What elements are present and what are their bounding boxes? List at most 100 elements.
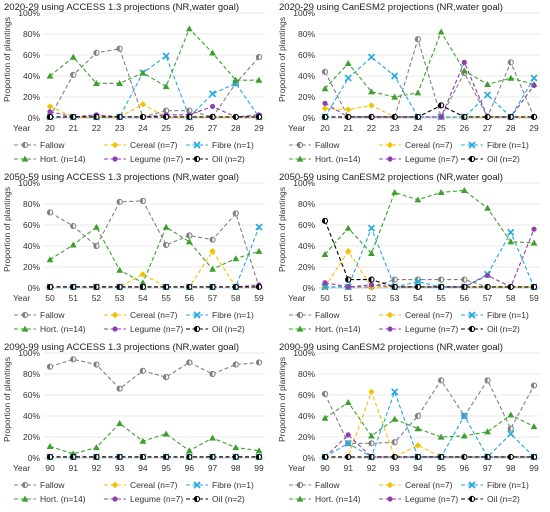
y-tick-label: 100%: [18, 178, 40, 188]
data-point: [414, 425, 422, 432]
series-hort: [321, 186, 538, 257]
legend-item: Hort. (n=14): [14, 494, 86, 504]
data-point: [70, 113, 77, 121]
x-axis-label: Year: [13, 463, 30, 473]
series-line: [49, 48, 260, 118]
data-point: [93, 49, 100, 57]
legend-label: Cereal (n=7): [130, 480, 178, 490]
data-point: [391, 283, 398, 291]
x-tick-label: 91: [343, 463, 353, 473]
data-point: [344, 74, 352, 82]
legend-label: Cereal (n=7): [405, 310, 453, 320]
x-tick-label: 25: [436, 123, 446, 133]
x-tick-label: 59: [529, 293, 539, 303]
data-point: [368, 113, 375, 121]
data-point: [507, 453, 514, 461]
legend-item: Hort. (n=14): [14, 154, 86, 164]
data-point: [460, 67, 468, 74]
legend-item: Fallow: [289, 480, 340, 490]
data-point: [344, 60, 352, 66]
data-point: [93, 283, 100, 291]
data-point: [438, 377, 445, 384]
x-tick-label: 27: [208, 123, 218, 133]
data-point: [321, 414, 329, 421]
legend-marker: [21, 495, 29, 502]
legend-marker: [21, 141, 29, 149]
data-point: [47, 109, 53, 115]
legend-marker: [193, 141, 201, 149]
y-tick-label: 80%: [23, 29, 40, 39]
legend-marker: [112, 496, 118, 502]
data-point: [186, 232, 193, 239]
chart-panel-1: 2020-29 using ACCESS 1.3 projections (NR…: [2, 2, 265, 164]
data-point: [232, 76, 240, 83]
series-cereal: [321, 388, 538, 461]
data-point: [391, 93, 399, 100]
data-point: [93, 453, 100, 461]
x-tick-label: 24: [413, 123, 423, 133]
series-hort: [46, 419, 263, 457]
series-fibre: [321, 53, 538, 121]
data-point: [139, 367, 146, 374]
legend-marker: [468, 325, 476, 333]
legend-label: Fibre (n=1): [487, 310, 529, 320]
data-point: [163, 113, 170, 121]
legend-label: Oil (n=2): [212, 494, 245, 504]
x-axis-label: Year: [288, 463, 305, 473]
data-point: [321, 453, 329, 461]
series-fallow: [46, 197, 263, 291]
data-point: [255, 54, 263, 61]
legend-item: Oil (n=2): [461, 494, 520, 504]
data-point: [530, 283, 538, 291]
legend-label: Fallow: [315, 140, 340, 150]
data-point: [368, 432, 375, 439]
legend-item: Legume (n=7): [379, 494, 458, 504]
legend-marker: [193, 481, 201, 489]
data-point: [46, 283, 54, 291]
y-tick-label: 0%: [28, 453, 41, 463]
data-point: [186, 283, 193, 291]
y-tick-label: 20%: [23, 92, 40, 102]
data-point: [460, 432, 468, 439]
y-tick-label: 20%: [298, 92, 315, 102]
y-tick-label: 80%: [298, 199, 315, 209]
data-point: [530, 382, 538, 389]
legend-label: Hort. (n=14): [315, 324, 361, 334]
y-tick-label: 80%: [23, 199, 40, 209]
data-point: [391, 415, 399, 422]
data-point: [345, 276, 352, 283]
x-tick-label: 20: [320, 123, 330, 133]
data-point: [530, 239, 538, 246]
data-point: [484, 204, 491, 211]
y-axis-label: Proportion of plantings: [277, 17, 287, 102]
data-point: [209, 370, 216, 378]
series-line: [324, 37, 535, 119]
x-tick-label: 99: [254, 463, 264, 473]
y-tick-label: 0%: [28, 113, 41, 123]
data-point: [116, 419, 124, 426]
legend-item: Legume (n=7): [379, 324, 458, 334]
data-point: [139, 453, 146, 461]
data-point: [437, 433, 445, 440]
series-line: [324, 250, 534, 288]
legend-marker: [468, 141, 476, 149]
legend-marker: [112, 326, 118, 332]
data-point: [414, 113, 421, 121]
data-point: [69, 53, 77, 60]
legend-marker: [296, 325, 304, 332]
x-axis-label: Year: [13, 293, 30, 303]
x-tick-label: 24: [138, 123, 148, 133]
data-point: [530, 113, 538, 121]
x-tick-label: 59: [254, 293, 264, 303]
y-tick-label: 40%: [23, 71, 40, 81]
legend-label: Oil (n=2): [212, 154, 245, 164]
x-tick-label: 29: [529, 123, 539, 133]
legend-marker: [386, 311, 394, 319]
legend-marker: [21, 311, 29, 319]
series-line: [49, 27, 259, 88]
data-point: [46, 363, 54, 370]
x-tick-label: 92: [92, 463, 102, 473]
data-point: [484, 428, 491, 435]
data-point: [162, 52, 170, 60]
legend-item: Fallow: [14, 310, 65, 320]
